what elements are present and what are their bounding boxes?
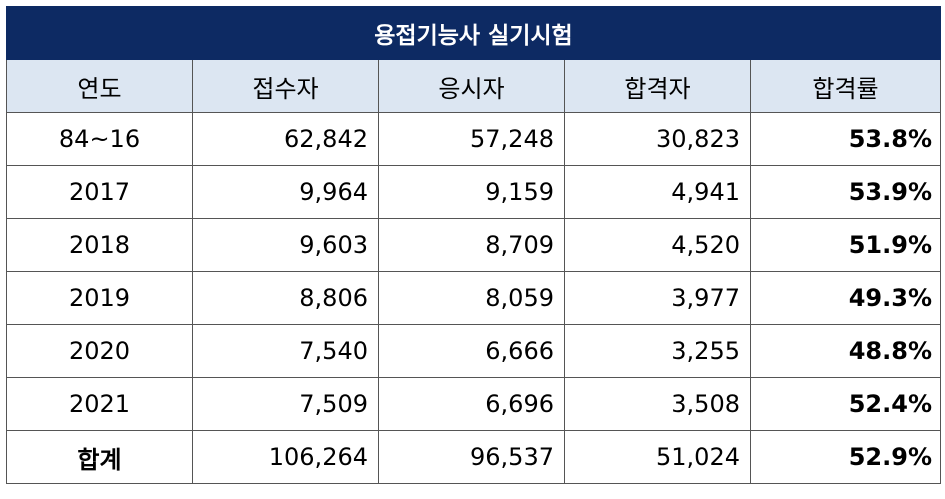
header-row: 연도 접수자 응시자 합격자 합격률: [6, 59, 941, 113]
passers-cell: 4,941: [564, 165, 751, 219]
pass-rate-cell: 51.9%: [750, 218, 941, 272]
pass-rate-cell: 53.9%: [750, 165, 941, 219]
header-pass-rate: 합격률: [750, 59, 941, 113]
year-cell: 84~16: [6, 112, 193, 166]
table-row: 2020 7,540 6,666 3,255 48.8%: [6, 324, 941, 378]
header-examinees: 응시자: [378, 59, 565, 113]
passers-cell: 3,977: [564, 271, 751, 325]
table-row: 84~16 62,842 57,248 30,823 53.8%: [6, 112, 941, 166]
passers-cell: 4,520: [564, 218, 751, 272]
table-row: 2018 9,603 8,709 4,520 51.9%: [6, 218, 941, 272]
pass-rate-cell: 52.4%: [750, 377, 941, 431]
passers-cell: 30,823: [564, 112, 751, 166]
header-year: 연도: [6, 59, 193, 113]
passers-cell: 3,255: [564, 324, 751, 378]
applicants-cell: 7,540: [192, 324, 379, 378]
header-applicants: 접수자: [192, 59, 379, 113]
total-applicants-cell: 106,264: [192, 430, 379, 484]
table-row: 2019 8,806 8,059 3,977 49.3%: [6, 271, 941, 325]
total-label-cell: 합계: [6, 430, 193, 484]
total-row: 합계 106,264 96,537 51,024 52.9%: [6, 430, 941, 484]
examinees-cell: 8,709: [378, 218, 565, 272]
table-title: 용접기능사 실기시험: [6, 6, 941, 60]
total-pass-rate-cell: 52.9%: [750, 430, 941, 484]
total-passers-cell: 51,024: [564, 430, 751, 484]
examinees-cell: 9,159: [378, 165, 565, 219]
applicants-cell: 7,509: [192, 377, 379, 431]
year-cell: 2019: [6, 271, 193, 325]
examinees-cell: 8,059: [378, 271, 565, 325]
examinees-cell: 6,666: [378, 324, 565, 378]
total-examinees-cell: 96,537: [378, 430, 565, 484]
applicants-cell: 9,603: [192, 218, 379, 272]
stats-table-container: 용접기능사 실기시험 연도 접수자 응시자 합격자 합격률 84~16 62,8…: [6, 6, 941, 484]
examinees-cell: 57,248: [378, 112, 565, 166]
examinees-cell: 6,696: [378, 377, 565, 431]
table-row: 2021 7,509 6,696 3,508 52.4%: [6, 377, 941, 431]
pass-rate-cell: 48.8%: [750, 324, 941, 378]
pass-rate-cell: 53.8%: [750, 112, 941, 166]
year-cell: 2021: [6, 377, 193, 431]
header-passers: 합격자: [564, 59, 751, 113]
applicants-cell: 8,806: [192, 271, 379, 325]
title-row: 용접기능사 실기시험: [6, 6, 941, 60]
year-cell: 2020: [6, 324, 193, 378]
applicants-cell: 62,842: [192, 112, 379, 166]
exam-stats-table: 용접기능사 실기시험 연도 접수자 응시자 합격자 합격률 84~16 62,8…: [6, 6, 941, 484]
passers-cell: 3,508: [564, 377, 751, 431]
table-row: 2017 9,964 9,159 4,941 53.9%: [6, 165, 941, 219]
year-cell: 2017: [6, 165, 193, 219]
year-cell: 2018: [6, 218, 193, 272]
pass-rate-cell: 49.3%: [750, 271, 941, 325]
applicants-cell: 9,964: [192, 165, 379, 219]
